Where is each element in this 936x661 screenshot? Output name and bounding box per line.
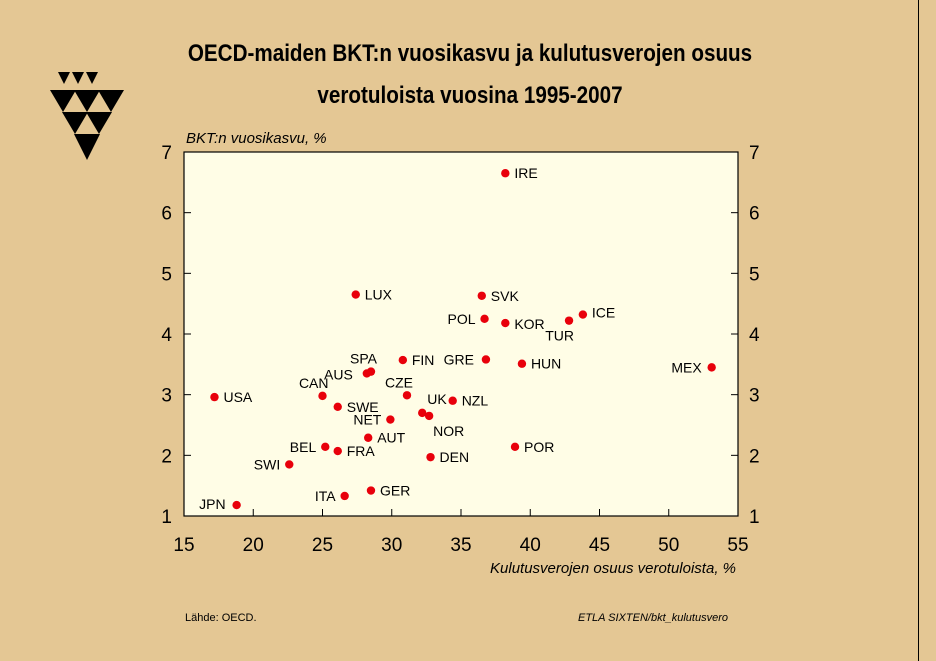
data-point-tur (564, 316, 574, 325)
data-point-cze (402, 391, 412, 400)
point-label-net: NET (353, 412, 381, 428)
y-tick-label-left: 6 (161, 204, 172, 225)
data-point-usa (210, 392, 219, 402)
point-label-aut: AUT (377, 430, 405, 446)
point-label-ger: GER (380, 483, 410, 499)
y-tick-label-right: 4 (749, 325, 760, 346)
data-point-fra (333, 446, 342, 456)
data-point-lux (351, 290, 360, 299)
point-label-hun: HUN (531, 356, 561, 372)
y-tick-label-right: 2 (749, 446, 760, 467)
point-label-fra: FRA (347, 443, 376, 459)
data-point-mex (707, 363, 716, 372)
data-point-net (386, 415, 395, 424)
x-tick-label: 20 (243, 535, 264, 556)
point-label-svk: SVK (491, 288, 520, 304)
point-label-ire: IRE (514, 165, 537, 181)
y-tick-label-left: 2 (161, 446, 172, 467)
point-label-ita: ITA (315, 488, 336, 504)
x-tick-label: 35 (450, 535, 471, 556)
point-label-nor: NOR (433, 423, 464, 439)
data-point-jpn (232, 500, 241, 510)
point-label-jpn: JPN (199, 496, 225, 512)
x-tick-label: 40 (520, 535, 541, 556)
point-label-uk: UK (427, 391, 447, 407)
y-axis-label: BKT:n vuosikasvu, % (186, 130, 327, 147)
x-tick-label: 15 (173, 535, 194, 556)
data-point-ire (501, 169, 510, 178)
data-point-swi (285, 460, 294, 469)
point-label-ice: ICE (592, 305, 615, 321)
point-label-aus: AUS (324, 366, 353, 382)
plot-area (183, 151, 739, 517)
data-point-aut (364, 433, 373, 442)
data-point-kor (501, 318, 510, 328)
point-label-por: POR (524, 439, 554, 455)
x-tick-label: 55 (727, 535, 748, 556)
point-label-kor: KOR (514, 316, 544, 332)
credit-note: ETLA SIXTEN/bkt_kulutusvero (578, 612, 728, 624)
etla-logo-icon (50, 72, 124, 160)
y-tick-label-left: 5 (161, 264, 172, 285)
point-label-cze: CZE (385, 374, 413, 390)
y-tick-label-left: 7 (161, 143, 172, 164)
data-point-hun (517, 359, 527, 368)
data-point-pol (480, 314, 489, 324)
data-point-por (510, 442, 520, 452)
data-point-aus (362, 369, 372, 378)
chart-title-line-1: OECD-maiden BKT:n vuosikasvu ja kulutusv… (187, 40, 753, 67)
data-point-svk (477, 291, 486, 300)
point-label-fin: FIN (412, 352, 435, 368)
x-tick-label: 50 (658, 535, 679, 556)
data-point-nor (424, 411, 434, 421)
x-tick-label: 45 (589, 535, 610, 556)
point-label-usa: USA (223, 389, 252, 405)
data-point-ita (340, 491, 349, 501)
x-tick-label: 25 (312, 535, 333, 556)
source-note: Lähde: OECD. (185, 612, 257, 624)
point-label-mex: MEX (671, 359, 702, 375)
y-tick-label-left: 1 (161, 507, 172, 528)
data-point-fin (398, 355, 408, 365)
point-label-swe: SWE (347, 399, 379, 415)
data-point-uk (418, 408, 427, 418)
y-tick-label-right: 6 (749, 204, 760, 225)
point-label-lux: LUX (365, 287, 393, 303)
point-label-gre: GRE (444, 351, 474, 367)
point-label-pol: POL (448, 311, 476, 327)
point-label-nzl: NZL (462, 393, 489, 409)
y-tick-label-right: 7 (749, 143, 760, 164)
data-point-ger (366, 486, 376, 495)
chart-title-line-2: verotuloista vuosina 1995-2007 (317, 82, 623, 109)
point-label-swi: SWI (254, 456, 280, 472)
data-point-gre (481, 355, 491, 364)
data-point-swe (333, 402, 342, 411)
point-label-spa: SPA (350, 351, 378, 367)
data-point-den (426, 452, 435, 462)
y-tick-label-left: 4 (161, 325, 172, 346)
y-tick-label-right: 5 (749, 264, 760, 285)
data-point-ice (578, 310, 588, 319)
data-point-bel (321, 442, 330, 452)
point-label-can: CAN (299, 375, 329, 391)
point-label-tur: TUR (545, 328, 574, 344)
x-axis-label: Kulutusverojen osuus verotuloista, % (490, 560, 736, 577)
point-label-den: DEN (440, 449, 470, 465)
point-label-bel: BEL (290, 439, 317, 455)
x-tick-label: 30 (381, 535, 402, 556)
data-point-nzl (448, 396, 457, 405)
y-tick-label-right: 3 (749, 386, 760, 407)
y-tick-label-right: 1 (749, 507, 760, 528)
y-tick-label-left: 3 (161, 386, 172, 407)
data-point-can (318, 391, 327, 401)
